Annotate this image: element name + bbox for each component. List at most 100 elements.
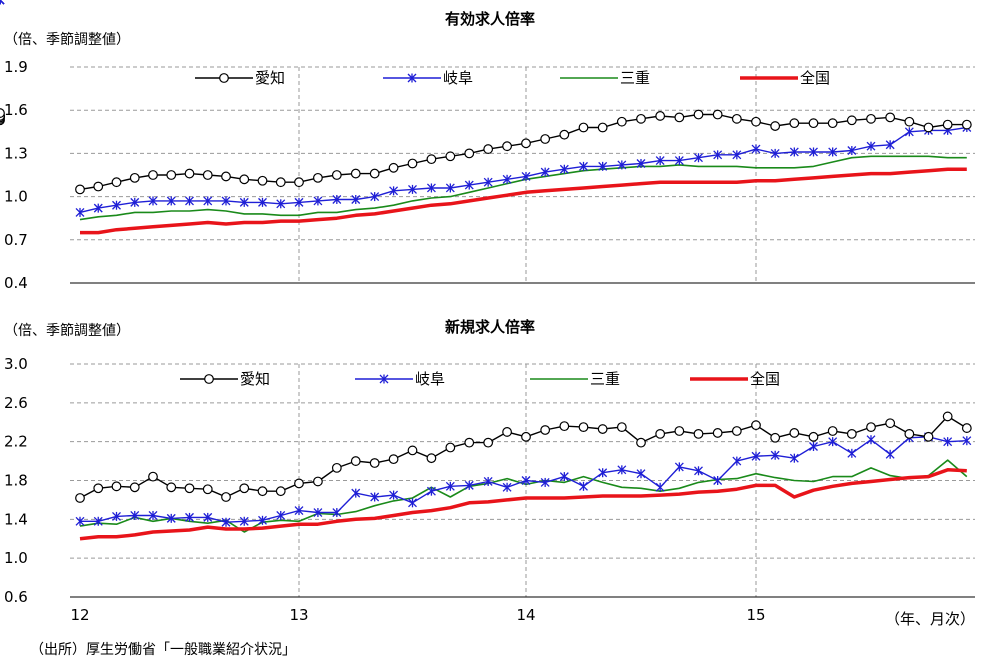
data-point-gifu xyxy=(809,442,818,452)
legend-item-gifu: 岐阜 xyxy=(383,69,473,87)
data-point-aichi xyxy=(674,112,685,123)
data-point-gifu xyxy=(148,510,158,520)
y-tick-label: 0.7 xyxy=(4,231,28,249)
data-point-gifu xyxy=(866,141,876,151)
grid xyxy=(70,363,975,597)
legend-label: 愛知 xyxy=(240,370,270,388)
data-point-aichi xyxy=(923,122,934,133)
data-point-gifu xyxy=(579,161,588,171)
y-axis: 0.6 1.0 1.4 1.8 2.2 2.6 3.0 xyxy=(4,355,975,606)
data-point-gifu xyxy=(962,436,972,446)
data-point-aichi xyxy=(426,453,437,464)
data-point-gifu xyxy=(713,476,723,485)
data-point-gifu xyxy=(732,150,742,160)
data-point-aichi xyxy=(257,175,268,186)
x-tick-label: 14 xyxy=(516,606,535,624)
data-point-gifu xyxy=(751,451,761,461)
data-point-aichi xyxy=(540,134,551,144)
data-point-aichi xyxy=(202,484,213,495)
legend-marker xyxy=(407,73,417,83)
data-point-gifu xyxy=(502,482,512,492)
data-point-aichi xyxy=(540,425,551,435)
data-point-gifu xyxy=(408,184,417,194)
data-point-gifu xyxy=(559,472,569,482)
data-point-gifu xyxy=(521,476,531,485)
data-point-aichi xyxy=(202,170,213,180)
data-point-aichi xyxy=(655,429,666,439)
data-point-aichi xyxy=(674,426,685,436)
y-tick-label: 2.2 xyxy=(4,433,28,451)
data-point-aichi xyxy=(521,138,531,149)
source-note: （出所）厚生労働省「一般職業紹介状況」 xyxy=(30,642,296,658)
y-tick-label: 0.6 xyxy=(4,588,28,606)
data-point-aichi xyxy=(75,493,85,503)
data-point-gifu xyxy=(258,515,267,525)
x-tick-label: 15 xyxy=(746,606,765,624)
data-point-gifu xyxy=(904,127,914,137)
data-point-aichi xyxy=(693,429,704,439)
data-point-gifu xyxy=(166,196,176,206)
legend-marker xyxy=(219,73,229,83)
legend-label: 全国 xyxy=(800,69,830,87)
data-point-aichi xyxy=(407,445,418,456)
legend-item-gifu: 岐阜 xyxy=(355,370,445,388)
data-point-aichi xyxy=(712,428,723,438)
y-axis-unit-label: （倍、季節調整値） xyxy=(4,31,130,48)
data-point-gifu xyxy=(112,200,121,210)
data-point-gifu xyxy=(789,147,799,157)
data-point-gifu xyxy=(389,186,399,196)
data-point-gifu xyxy=(789,453,799,463)
data-point-aichi xyxy=(350,168,361,179)
data-point-aichi xyxy=(111,177,122,188)
data-point-aichi xyxy=(597,122,608,133)
series-layer xyxy=(75,411,972,541)
data-point-aichi xyxy=(866,422,876,433)
data-point-gifu xyxy=(732,456,742,466)
x-tick-label: 12 xyxy=(70,606,89,624)
data-point-gifu xyxy=(203,512,213,522)
data-point-gifu xyxy=(370,492,380,502)
x-axis: 12 13 14 15 （年、月次） xyxy=(70,606,975,628)
y-tick-label: 1.3 xyxy=(4,144,28,162)
data-point-aichi xyxy=(808,118,819,129)
data-point-gifu xyxy=(636,158,646,168)
data-point-gifu xyxy=(598,468,608,478)
data-point-aichi xyxy=(789,428,800,438)
data-point-aichi xyxy=(166,170,177,180)
data-point-aichi xyxy=(751,116,761,127)
legend-item-national: 全国 xyxy=(690,370,780,388)
data-point-aichi xyxy=(148,170,158,180)
data-point-aichi xyxy=(502,141,512,152)
data-point-gifu xyxy=(294,197,304,207)
legend-marker xyxy=(379,374,389,384)
data-point-aichi xyxy=(275,177,286,188)
data-point-gifu xyxy=(655,482,665,492)
data-point-aichi xyxy=(923,431,934,442)
data-point-gifu xyxy=(239,197,249,207)
data-point-gifu xyxy=(313,196,323,206)
data-point-aichi xyxy=(808,431,819,442)
data-point-gifu xyxy=(770,450,780,460)
data-point-gifu xyxy=(426,486,436,496)
data-point-gifu xyxy=(694,466,703,476)
data-point-gifu xyxy=(75,516,85,526)
data-point-aichi xyxy=(166,482,177,493)
data-point-gifu xyxy=(559,164,569,174)
data-point-gifu xyxy=(847,448,857,458)
data-point-gifu xyxy=(93,203,103,213)
data-point-aichi xyxy=(559,129,570,140)
data-point-gifu xyxy=(130,197,140,207)
legend-label: 三重 xyxy=(620,69,650,87)
data-point-aichi xyxy=(655,111,666,121)
data-point-gifu xyxy=(294,506,304,516)
data-point-gifu xyxy=(828,147,838,157)
data-point-gifu xyxy=(203,196,213,206)
y-tick-label: 2.6 xyxy=(4,394,28,412)
series-line-mie xyxy=(79,155,967,221)
data-point-aichi xyxy=(904,116,915,127)
data-point-gifu xyxy=(258,197,267,207)
series-layer xyxy=(0,0,972,235)
data-point-aichi xyxy=(239,483,250,494)
data-point-aichi xyxy=(388,162,399,173)
data-point-aichi xyxy=(770,121,781,131)
